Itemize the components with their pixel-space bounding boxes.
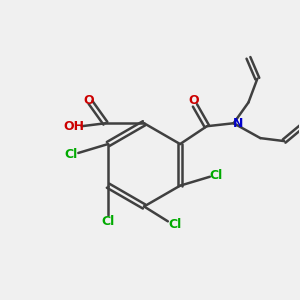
Text: Cl: Cl <box>169 218 182 231</box>
Text: N: N <box>233 117 243 130</box>
Text: OH: OH <box>64 120 85 133</box>
Text: Cl: Cl <box>64 148 77 161</box>
Text: O: O <box>188 94 199 107</box>
Text: Cl: Cl <box>101 215 115 228</box>
Text: O: O <box>84 94 94 107</box>
Text: Cl: Cl <box>209 169 222 182</box>
